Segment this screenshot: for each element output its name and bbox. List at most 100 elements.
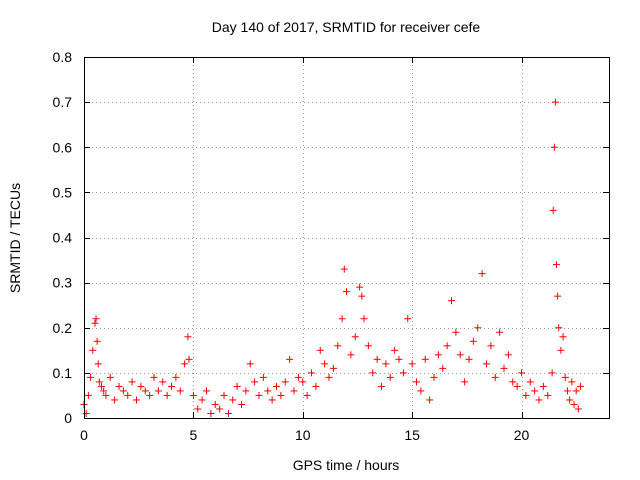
x-tick-label: 5: [189, 427, 197, 443]
data-point: [316, 346, 324, 354]
x-tick-label: 0: [80, 427, 88, 443]
data-point: [548, 369, 556, 377]
data-point: [229, 396, 237, 404]
data-point: [500, 364, 508, 372]
data-point: [133, 396, 140, 404]
y-tick-label: 0.8: [53, 49, 73, 65]
data-point: [382, 360, 390, 368]
data-point: [334, 342, 342, 350]
grid-lines: [84, 57, 609, 418]
data-point: [504, 351, 512, 359]
data-point: [91, 319, 99, 327]
data-point: [176, 387, 184, 395]
data-point: [443, 342, 451, 350]
data-point: [150, 373, 158, 381]
data-point: [259, 373, 267, 381]
data-point: [242, 387, 250, 395]
data-point: [189, 391, 197, 399]
data-point: [478, 270, 486, 278]
data-point: [395, 355, 403, 363]
data-point: [553, 261, 560, 269]
y-tick-label: 0.3: [53, 275, 73, 291]
data-point: [577, 382, 585, 390]
data-point: [421, 355, 429, 363]
data-point: [531, 387, 539, 395]
data-point: [554, 292, 562, 300]
data-point: [82, 409, 90, 417]
x-tick-label: 10: [295, 427, 311, 443]
data-point: [391, 346, 399, 354]
data-point: [264, 387, 272, 395]
data-point: [399, 369, 407, 377]
data-point: [312, 382, 320, 390]
x-axis-title: GPS time / hours: [293, 457, 400, 473]
data-point: [268, 396, 276, 404]
x-tick-label: 20: [514, 427, 530, 443]
data-point: [198, 396, 206, 404]
data-point: [539, 382, 547, 390]
data-point: [413, 378, 420, 386]
data-point: [89, 346, 97, 354]
data-point: [404, 315, 412, 323]
data-point: [251, 378, 259, 386]
y-tick-label: 0.4: [53, 230, 73, 246]
data-point: [168, 382, 175, 390]
data-point: [469, 337, 477, 345]
data-point: [216, 405, 224, 413]
data-point: [159, 378, 167, 386]
data-point: [290, 387, 298, 395]
data-point: [343, 288, 350, 296]
data-point: [184, 333, 192, 341]
data-point: [518, 369, 525, 377]
data-point: [550, 143, 558, 151]
data-point: [487, 342, 495, 350]
data-point: [549, 206, 557, 214]
chart-title: Day 140 of 2017, SRMTID for receiver cef…: [212, 19, 481, 35]
data-point: [137, 382, 145, 390]
data-point: [92, 315, 100, 323]
data-point: [321, 360, 329, 368]
data-point: [93, 337, 101, 345]
data-point: [434, 351, 442, 359]
x-tick-label: 15: [404, 427, 420, 443]
data-point: [557, 346, 565, 354]
data-point: [308, 369, 315, 377]
data-point: [220, 391, 228, 399]
data-point: [378, 382, 385, 390]
data-point: [111, 396, 119, 404]
data-point: [364, 342, 372, 350]
data-point: [566, 396, 574, 404]
data-point: [526, 378, 534, 386]
y-tick-label: 0.1: [53, 365, 73, 381]
data-point: [483, 360, 490, 368]
data-point: [373, 355, 381, 363]
data-point: [535, 396, 543, 404]
data-point: [102, 391, 110, 399]
data-point: [128, 378, 136, 386]
data-point: [95, 378, 103, 386]
data-point: [87, 373, 95, 381]
data-point: [563, 387, 571, 395]
data-point: [347, 351, 355, 359]
data-point: [426, 396, 434, 404]
data-point: [94, 360, 102, 368]
plot-frame: [84, 57, 610, 419]
y-tick-label: 0.5: [53, 184, 73, 200]
data-point: [325, 373, 333, 381]
data-point: [224, 409, 232, 417]
data-point: [211, 400, 219, 408]
data-point: [124, 391, 132, 399]
data-point: [386, 373, 394, 381]
data-point: [203, 387, 210, 395]
y-tick-label: 0.6: [53, 139, 73, 155]
data-point: [119, 387, 127, 395]
data-points: [80, 98, 585, 417]
data-point: [452, 328, 460, 336]
data-point: [448, 297, 455, 305]
data-point: [491, 373, 499, 381]
data-point: [238, 400, 245, 408]
y-tick-label: 0.7: [53, 94, 73, 110]
data-point: [465, 355, 473, 363]
y-tick-labels: 0 0.1 0.2 0.3 0.4 0.5 0.6 0.7 0.8: [53, 49, 73, 426]
y-tick-label: 0.2: [53, 320, 73, 336]
